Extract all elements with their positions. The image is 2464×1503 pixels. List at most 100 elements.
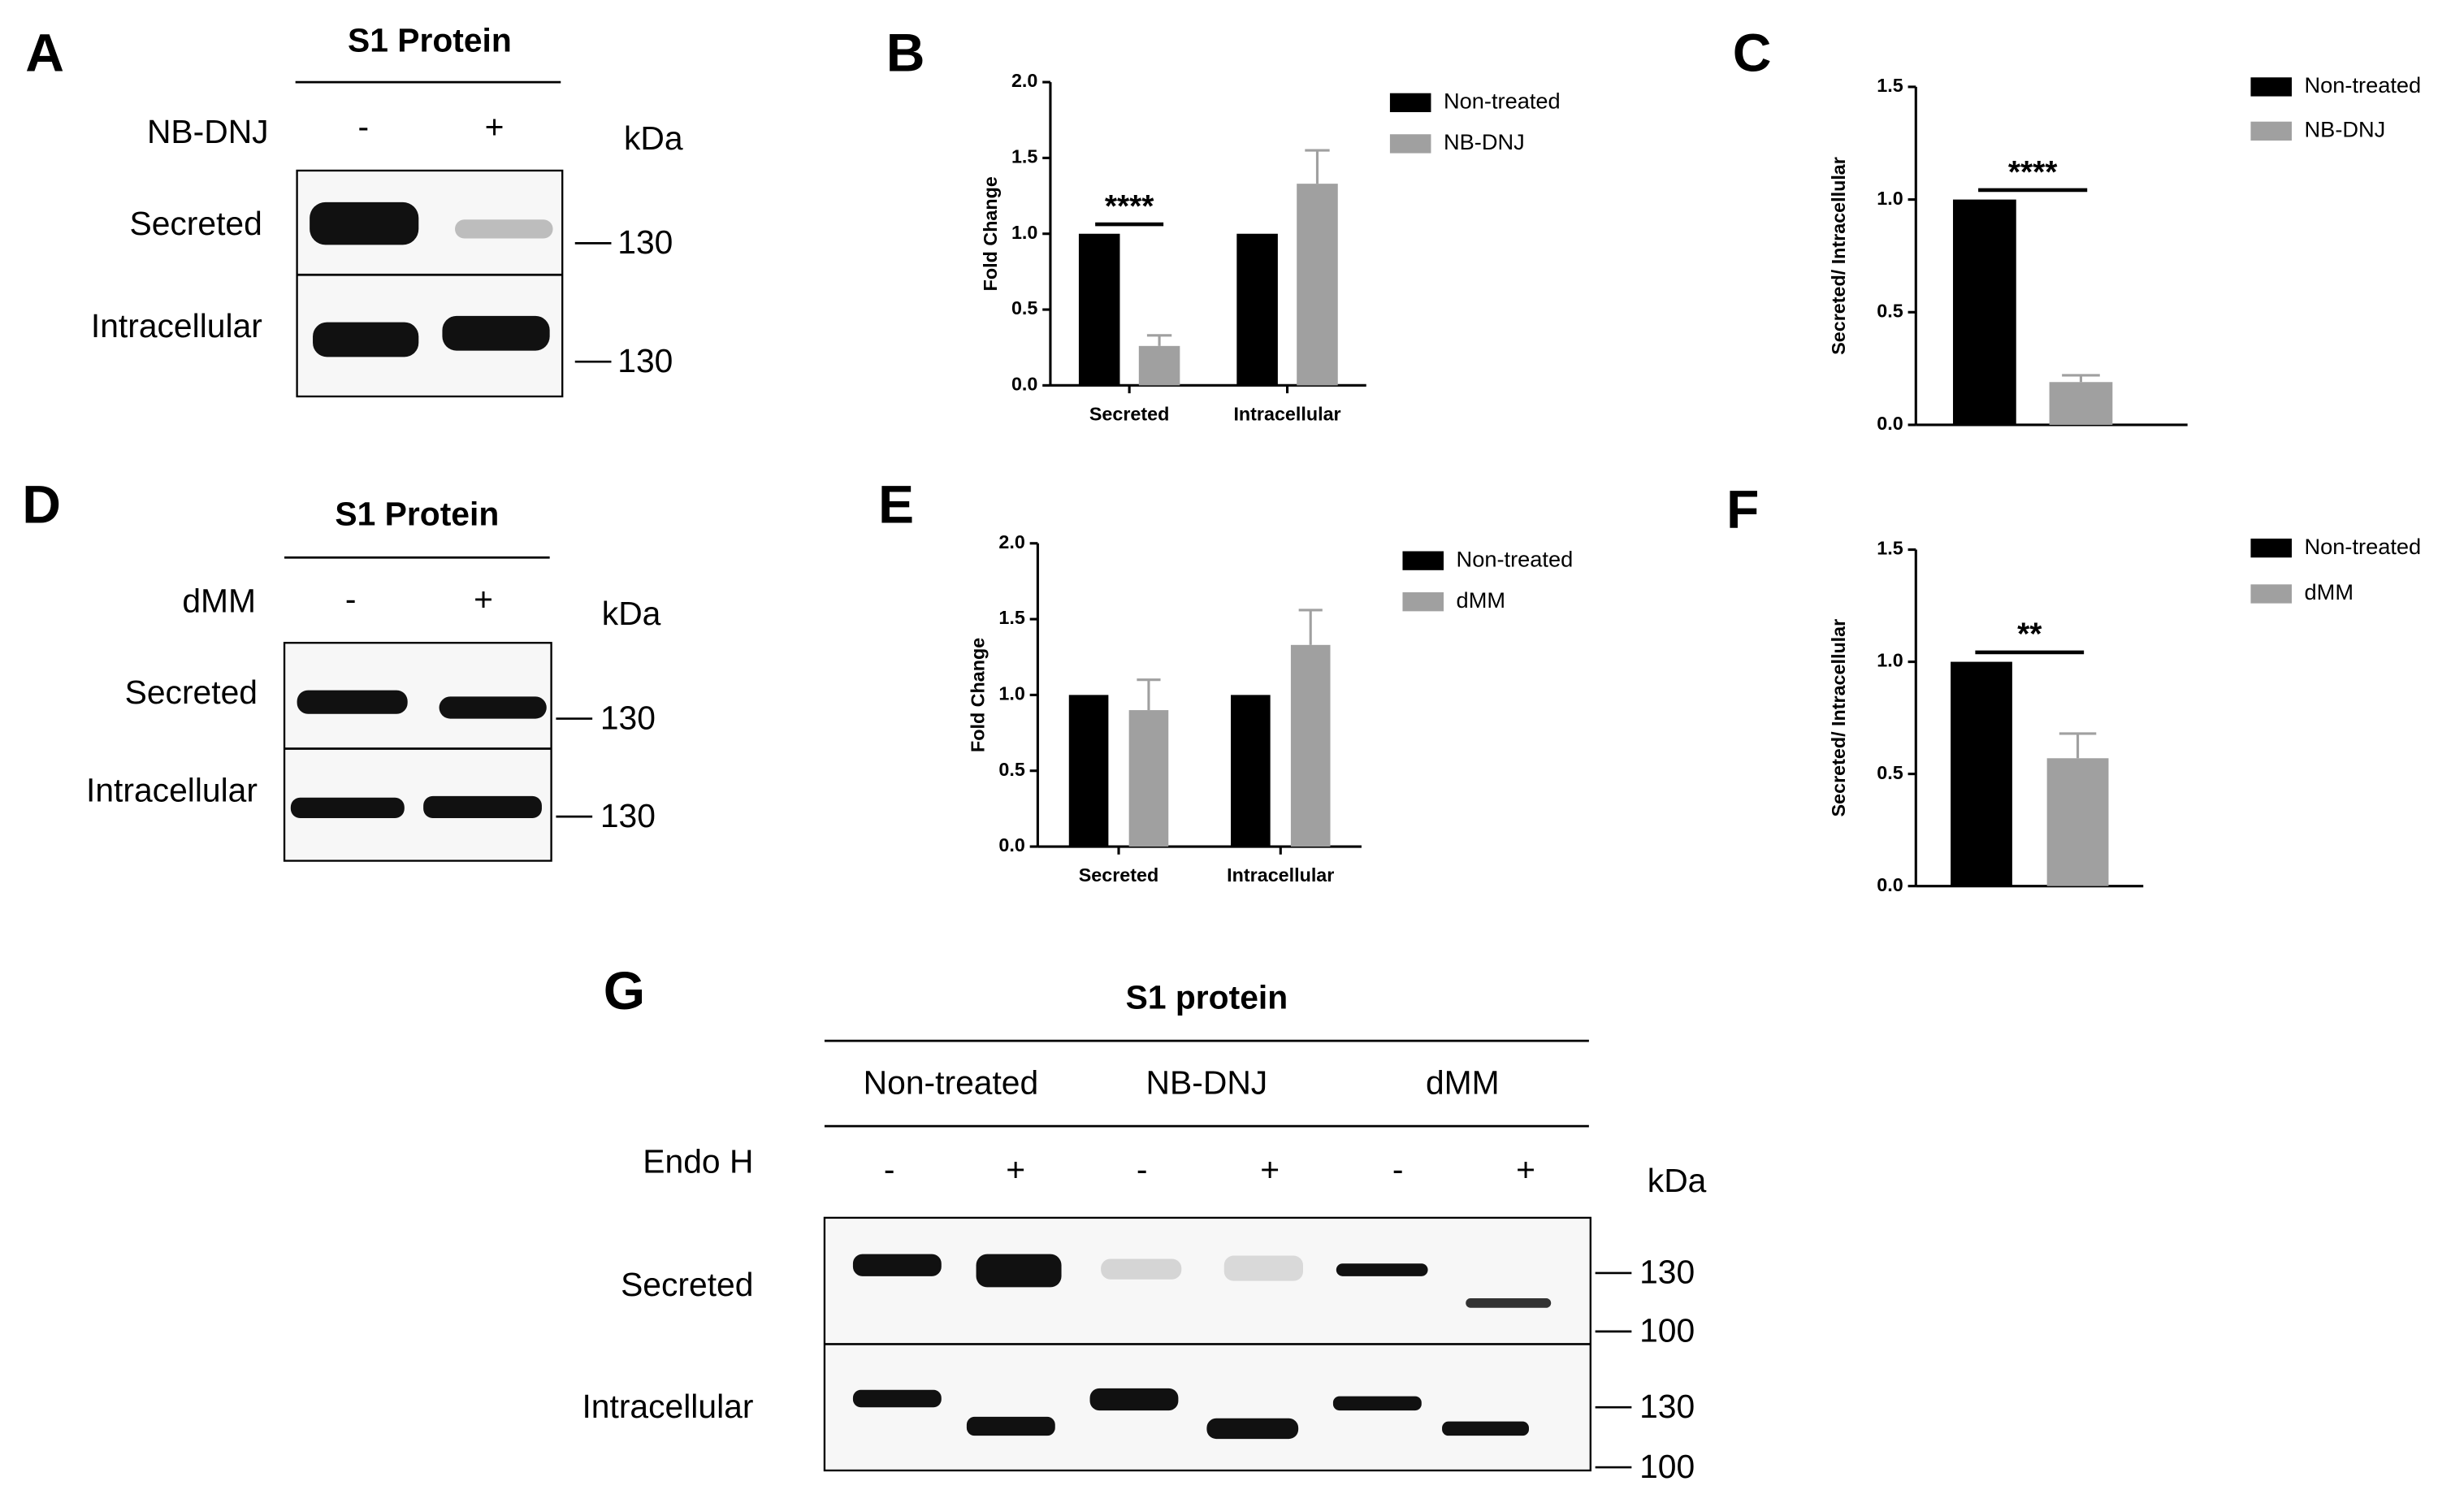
bar — [1078, 233, 1120, 386]
legend-label: NB-DNJ — [2305, 117, 2386, 142]
lane-label: + — [1516, 1150, 1535, 1188]
lane-label: - — [345, 580, 357, 617]
band — [439, 696, 547, 719]
kda: kDa — [624, 119, 683, 157]
bar — [1952, 199, 2016, 425]
y-tick-label: 0.5 — [998, 759, 1024, 780]
blot-a: S1 Protein NB-DNJ - + kDa Secreted Intra… — [91, 21, 683, 398]
y-tick-label: 0.5 — [1877, 762, 1903, 783]
y-tick-label: 1.5 — [1877, 75, 1903, 96]
legend-swatch — [1402, 551, 1444, 570]
legend-label: Non-treated — [2305, 72, 2422, 97]
y-tick-label: 1.5 — [1011, 146, 1037, 167]
panel-label: F — [1726, 479, 1759, 539]
bar-chart: 0.0 0.5 1.0 1.5 Secreted/ Intracellular ** Non… — [1828, 534, 2421, 895]
band — [976, 1254, 1062, 1288]
band — [313, 322, 419, 357]
band — [442, 315, 550, 351]
significance-label: **** — [2008, 155, 2058, 190]
band — [1223, 1255, 1303, 1281]
legend-swatch — [2250, 584, 2292, 604]
lane-label: - — [884, 1150, 895, 1188]
band — [1442, 1421, 1529, 1436]
row-label: Secreted — [125, 674, 258, 711]
legend-swatch — [1389, 93, 1431, 113]
legend-label: NB-DNJ — [1444, 129, 1525, 154]
blot-g: S1 protein Non-treated NB-DNJ dMM Endo H… — [582, 978, 1706, 1484]
y-axis-label: Fold Change — [980, 176, 1001, 291]
x-tick-label: Secreted — [1089, 403, 1170, 424]
marker: 130 — [1639, 1388, 1695, 1425]
y-tick-label: 0.0 — [1877, 874, 1903, 895]
row-label: Secreted — [129, 205, 262, 242]
y-tick-label: 1.0 — [1877, 188, 1903, 209]
bar-chart: 0.0 0.5 1.0 1.5 2.0 Fold Change Secreted Intrac… — [980, 70, 1561, 424]
band — [297, 690, 408, 714]
y-tick-label: 1.5 — [1877, 538, 1903, 559]
blot-title: S1 Protein — [348, 21, 512, 58]
band — [1101, 1258, 1182, 1280]
y-tick-label: 0.0 — [998, 834, 1024, 855]
marker: 100 — [1639, 1312, 1695, 1349]
y-tick-label: 1.0 — [998, 683, 1024, 704]
legend-swatch — [1389, 134, 1431, 154]
bar — [1231, 695, 1271, 847]
y-tick-label: 1.5 — [998, 607, 1024, 628]
bar — [1290, 644, 1331, 847]
x-tick-label: Intracellular — [1233, 403, 1340, 424]
legend-label: Non-treated — [1444, 89, 1561, 114]
blot-box — [283, 642, 552, 862]
y-tick-label: 1.0 — [1877, 650, 1903, 671]
treatment: Endo H — [643, 1143, 753, 1180]
panel-label: G — [604, 961, 645, 1021]
y-tick-label: 0.0 — [1011, 374, 1037, 395]
lane-label: + — [485, 108, 504, 145]
band — [423, 795, 542, 819]
bar — [2046, 758, 2109, 886]
blot-d: S1 Protein dMM - + kDa Secreted Intracel… — [86, 496, 661, 862]
band — [966, 1416, 1055, 1436]
band — [1089, 1388, 1179, 1411]
treatment: dMM — [182, 582, 256, 619]
row-label: Intracellular — [86, 772, 258, 809]
significance-label: **** — [1105, 189, 1154, 224]
y-tick-label: 1.0 — [1011, 222, 1037, 243]
lane-label: - — [357, 108, 369, 145]
lane-label: + — [1260, 1150, 1280, 1188]
blot-title: S1 protein — [1126, 978, 1288, 1016]
panel-label: B — [886, 23, 925, 83]
legend-label: dMM — [1457, 587, 1505, 613]
marker: 100 — [1639, 1448, 1695, 1485]
band — [455, 219, 553, 239]
y-axis-label: Secreted/ Intracellular — [1828, 157, 1849, 355]
bar — [1128, 710, 1169, 847]
panel-label: E — [878, 474, 914, 535]
bar — [1068, 695, 1109, 847]
legend-swatch — [2250, 121, 2292, 141]
row-label: Intracellular — [91, 307, 262, 344]
lane-label: - — [1392, 1150, 1404, 1188]
panel-label: C — [1733, 23, 1772, 83]
x-tick-label: Intracellular — [1227, 864, 1334, 886]
x-tick-label: Secreted — [1079, 864, 1159, 886]
legend-swatch — [2250, 77, 2292, 97]
kda: kDa — [1648, 1162, 1707, 1199]
band — [290, 797, 405, 819]
band — [1206, 1418, 1299, 1440]
y-axis-label: Secreted/ Intracellular — [1828, 619, 1849, 817]
marker: 130 — [617, 342, 673, 379]
band — [1336, 1263, 1428, 1276]
marker: 130 — [617, 223, 673, 261]
panel-label: A — [25, 23, 64, 83]
legend-label: Non-treated — [2305, 534, 2422, 559]
band — [310, 201, 419, 245]
y-axis-label: Fold Change — [968, 638, 989, 752]
row-label: Intracellular — [582, 1388, 753, 1425]
bar-chart: 0.0 0.5 1.0 1.5 2.0 Fold Change Secreted Intrac… — [968, 531, 1574, 886]
lane-label: + — [1006, 1150, 1025, 1188]
bar — [2049, 382, 2113, 425]
legend-label: Non-treated — [1457, 546, 1574, 571]
bar — [1138, 345, 1180, 386]
band — [852, 1254, 942, 1276]
